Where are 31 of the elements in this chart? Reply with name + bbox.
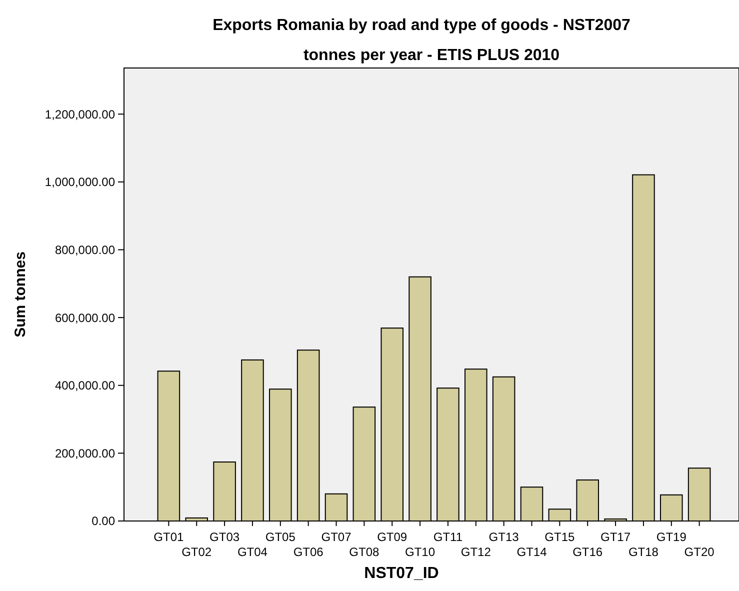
- y-tick-label: 0.00: [92, 514, 116, 528]
- x-tick-label: GT02: [182, 545, 212, 559]
- x-tick-label: GT12: [460, 545, 492, 559]
- x-tick-label: GT06: [293, 545, 324, 559]
- x-tick-label: GT04: [237, 545, 268, 559]
- y-axis-title: Sum tonnes: [12, 252, 29, 338]
- y-tick-label: 200,000.00: [54, 446, 116, 460]
- x-tick-label: GT18: [628, 545, 659, 559]
- x-tick-label: GT19: [656, 530, 687, 544]
- y-tick-label: 800,000.00: [54, 242, 116, 257]
- chart-subtitle: tonnes per year - ETIS PLUS 2010: [303, 47, 560, 64]
- x-tick-label: GT07: [321, 530, 352, 544]
- x-tick-label: GT14: [516, 545, 548, 559]
- x-tick-label: GT15: [544, 530, 576, 544]
- x-tick-label: GT09: [377, 530, 408, 544]
- x-tick-label: GT03: [210, 530, 240, 544]
- x-axis-title: NST07_ID: [364, 565, 439, 582]
- x-tick-label: GT01: [154, 530, 184, 544]
- x-tick-label: GT17: [600, 530, 631, 544]
- x-tick-label: GT16: [572, 545, 603, 559]
- x-tick-label: GT10: [405, 545, 436, 559]
- y-tick-label: 1,200,000.00: [44, 107, 116, 122]
- x-tick-label: GT13: [488, 530, 520, 544]
- y-tick-label: 400,000.00: [54, 378, 116, 393]
- chart-title: Exports Romania by road and type of goods - NST2007: [212, 17, 631, 34]
- x-tick-label: GT05: [265, 530, 296, 544]
- x-tick-label: GT20: [684, 545, 715, 559]
- x-tick-label: GT08: [349, 545, 380, 559]
- y-tick-label: 600,000.00: [54, 310, 116, 325]
- x-tick-label: GT11: [433, 530, 463, 544]
- y-tick-label: 1,000,000.00: [44, 175, 116, 190]
